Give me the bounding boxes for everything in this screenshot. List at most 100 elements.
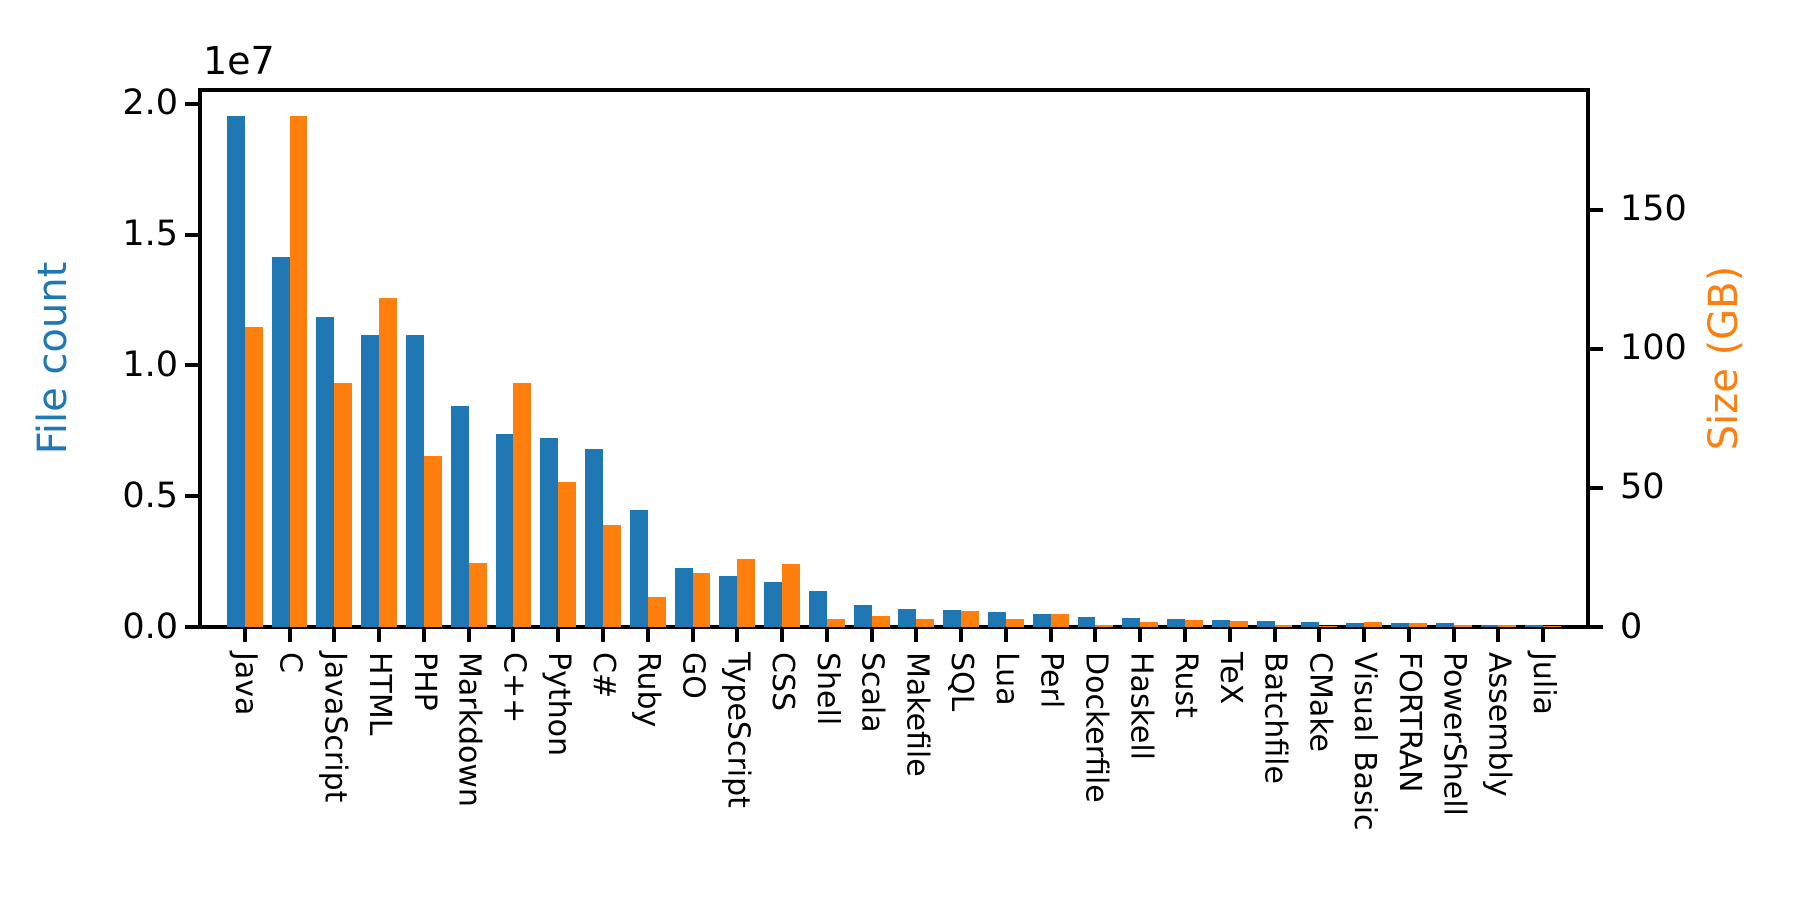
bar-size-gb-tex [1229,621,1248,627]
y-tick-label-left: 0.0 [122,606,178,647]
plot-border-bottom [198,625,1590,629]
x-tick-css [780,629,785,642]
x-tick-tex [1227,629,1232,642]
y-tick-label-left: 1.5 [122,214,178,255]
bar-file-count-scala [853,605,872,627]
x-tick-label-perl: Perl [1033,652,1069,709]
x-tick-go [690,629,695,642]
x-tick-label-dockerfile: Dockerfile [1078,652,1114,803]
bar-size-gb-fortran [1408,622,1427,627]
x-tick-label-shell: Shell [809,652,845,726]
x-tick-php [421,629,426,642]
bar-file-count-markdown [450,405,469,627]
x-tick-ruby [645,629,650,642]
x-tick-lua [1003,629,1008,642]
bar-file-count-julia [1525,625,1544,627]
bar-file-count-lua [988,611,1006,627]
x-tick-scala [869,629,874,642]
bar-size-gb-batchfile [1274,625,1293,627]
x-tick-fortran [1406,629,1411,642]
x-tick-javascript [332,629,337,642]
right-axis-label: Size (GB) [1701,265,1747,451]
bar-file-count-dockerfile [1077,617,1096,627]
bar-size-gb-markdown [468,562,487,627]
bar-size-gb-javascript [334,382,353,627]
bar-file-count-python [540,437,559,627]
x-tick-label-assembly: Assembly [1481,652,1517,797]
plot-border-right [1586,88,1590,629]
bar-size-gb-php [423,456,442,627]
x-tick-label-c: C++ [496,652,532,724]
x-tick-assembly [1496,629,1501,642]
bar-size-gb-lua [1005,619,1024,627]
bar-file-count-fortran [1390,623,1409,627]
bar-size-gb-haskell [1140,621,1159,627]
x-tick-makefile [914,629,919,642]
x-tick-rust [1183,629,1188,642]
bar-size-gb-c [602,524,621,627]
bar-file-count-java [226,115,245,627]
bar-file-count-c [495,433,514,627]
bar-file-count-c [271,256,290,627]
bar-file-count-css [764,581,783,627]
x-tick-sql [959,629,964,642]
bar-file-count-makefile [898,609,917,627]
x-tick-label-rust: Rust [1168,652,1204,718]
x-tick-visual-basic [1362,629,1367,642]
bar-size-gb-css [782,563,800,627]
x-tick-python [556,629,561,642]
y-tick-left [185,625,198,629]
x-tick-java [242,629,247,642]
x-tick-label-powershell: PowerShell [1436,652,1472,816]
bar-size-gb-sql [961,611,980,627]
bar-file-count-ruby [629,509,648,627]
bar-size-gb-shell [826,618,845,627]
x-tick-label-html: HTML [362,652,398,736]
x-tick-label-fortran: FORTRAN [1391,652,1427,793]
x-tick-powershell [1451,629,1456,642]
x-tick-label-makefile: Makefile [899,652,935,777]
x-tick-c [511,629,516,642]
bar-file-count-powershell [1435,623,1454,627]
bar-size-gb-assembly [1498,624,1517,627]
x-tick-label-c: C# [585,652,621,699]
bar-file-count-sql [943,609,962,627]
x-tick-dockerfile [1093,629,1098,642]
bar-size-gb-perl [1050,613,1069,627]
bar-file-count-assembly [1480,624,1499,627]
bar-size-gb-html [379,298,397,627]
bar-file-count-typescript [719,576,738,627]
y-tick-label-left: 0.5 [122,475,178,516]
x-tick-c [287,629,292,642]
bar-size-gb-typescript [737,558,756,627]
bar-file-count-javascript [316,317,335,627]
bar-size-gb-c [513,382,532,627]
x-tick-label-javascript: JavaScript [317,652,353,803]
bar-size-gb-cmake [1319,625,1338,627]
x-tick-label-tex: TeX [1212,652,1248,705]
x-tick-label-c: C [272,652,308,673]
y-tick-left [185,101,198,106]
y-tick-right [1590,485,1603,490]
x-tick-label-python: Python [541,652,577,756]
y-tick-label-left: 1.0 [122,344,178,385]
x-tick-label-haskell: Haskell [1123,652,1159,761]
plot-area: 1e7 Java C JavaScript HTML PHP Markdown C++ Pyt… [122,42,1686,831]
x-tick-markdown [466,629,471,642]
y-tick-label-right: 0 [1620,606,1643,647]
y-tick-label-right: 150 [1620,189,1687,230]
x-tick-label-scala: Scala [854,652,890,733]
bar-file-count-tex [1211,620,1230,627]
bar-file-count-perl [1032,613,1051,627]
bar-size-gb-makefile [916,618,935,627]
bar-size-gb-powershell [1453,625,1472,627]
left-axis-label: File count [30,261,76,455]
y-tick-right [1590,625,1603,629]
y-tick-left [185,232,198,237]
x-tick-label-java: Java [227,652,263,716]
x-tick-label-cmake: CMake [1302,652,1338,752]
x-tick-haskell [1138,629,1143,642]
x-tick-label-markdown: Markdown [451,652,487,807]
x-tick-perl [1048,629,1053,642]
